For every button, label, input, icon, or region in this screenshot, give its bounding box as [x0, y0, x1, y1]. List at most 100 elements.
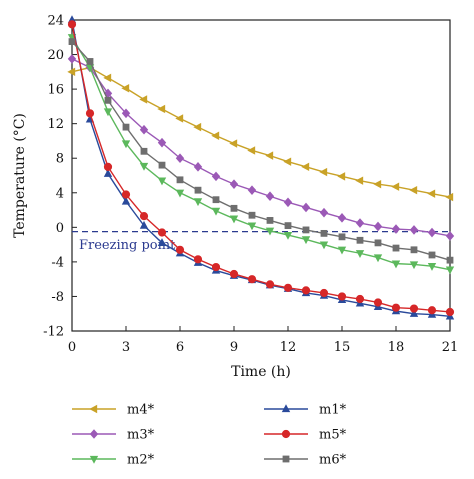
data-point-m4: [409, 185, 418, 195]
data-point-m3: [67, 54, 77, 64]
data-point-m5: [229, 269, 239, 279]
data-point-m4: [265, 151, 274, 160]
data-point-m6: [320, 229, 328, 237]
legend-marker: [281, 429, 291, 439]
data-point-m3: [139, 124, 149, 135]
data-point-m3: [247, 185, 257, 195]
data-point-m2: [445, 266, 455, 275]
series-m2: [67, 34, 455, 275]
data-point-m5: [427, 306, 437, 315]
legend-marker: [89, 429, 99, 439]
data-point-m2: [193, 198, 203, 207]
y-tick-label: 0: [56, 221, 64, 236]
data-point-m6: [266, 217, 274, 224]
data-point-m2: [103, 108, 113, 117]
series-line-m4: [71, 66, 451, 198]
data-point-m4: [139, 95, 148, 104]
data-point-m6: [140, 147, 148, 155]
x-tick-label: 9: [230, 340, 238, 355]
data-point-m5: [67, 20, 77, 29]
legend-item-m4: m4*: [72, 403, 155, 418]
data-point-m6: [230, 204, 238, 212]
data-point-m2: [373, 254, 383, 263]
data-point-m2: [211, 207, 221, 216]
data-point-m5: [319, 288, 329, 298]
legend-label: m2*: [127, 453, 155, 468]
data-point-m5: [139, 212, 149, 221]
y-tick-label: 4: [56, 186, 64, 201]
y-tick-label: -8: [51, 290, 64, 305]
data-point-m4: [121, 84, 130, 93]
data-point-m2: [157, 177, 167, 186]
data-point-m3: [373, 221, 383, 232]
data-point-m4: [427, 189, 436, 198]
data-point-m6: [158, 161, 166, 169]
data-point-m4: [175, 114, 184, 123]
data-point-m5: [337, 292, 347, 301]
legend-label: m3*: [127, 428, 155, 443]
data-point-m2: [247, 222, 257, 231]
legend-label: m5*: [319, 428, 347, 443]
data-point-m6: [104, 96, 112, 104]
data-point-m3: [319, 207, 329, 218]
data-point-m6: [338, 233, 346, 241]
x-tick-label: 0: [68, 340, 76, 355]
series-line-m6: [71, 41, 451, 261]
data-point-m3: [445, 231, 455, 241]
freezing-point-label: Freezing point: [79, 238, 176, 253]
data-point-m5: [301, 286, 311, 295]
y-tick-label: 12: [47, 117, 64, 132]
data-point-m5: [85, 109, 95, 118]
data-point-m6: [410, 246, 418, 254]
data-point-m3: [175, 153, 185, 164]
data-point-m3: [391, 224, 401, 234]
data-point-m3: [265, 191, 275, 202]
data-point-m4: [193, 122, 202, 132]
data-point-m2: [391, 260, 401, 269]
data-point-m2: [175, 189, 185, 198]
data-point-m2: [427, 263, 437, 271]
data-point-m3: [229, 179, 239, 189]
data-point-m2: [283, 231, 293, 240]
data-point-m4: [445, 192, 454, 202]
y-tick-label: 24: [47, 14, 64, 29]
data-point-m6: [248, 211, 256, 219]
series-line-m3: [71, 58, 451, 237]
data-point-m4: [247, 146, 256, 155]
data-point-m3: [121, 108, 131, 119]
data-point-m5: [445, 307, 455, 317]
data-point-m1: [121, 196, 131, 205]
data-point-m6: [374, 239, 382, 247]
data-point-m2: [319, 241, 329, 250]
data-point-m5: [103, 162, 113, 171]
data-point-m6: [302, 226, 310, 234]
data-point-m4: [337, 172, 346, 181]
data-point-m2: [139, 162, 149, 171]
data-point-m5: [355, 294, 365, 304]
data-point-m5: [211, 262, 221, 272]
data-point-m5: [283, 283, 293, 292]
data-point-m2: [355, 250, 365, 258]
data-point-m1: [103, 169, 113, 177]
data-point-m6: [86, 58, 94, 65]
data-point-m5: [247, 275, 257, 284]
legend-marker: [89, 404, 98, 414]
legend-marker: [281, 404, 291, 413]
data-point-m6: [356, 236, 364, 244]
data-point-m4: [157, 104, 166, 114]
data-point-m3: [409, 225, 419, 235]
data-point-m2: [121, 140, 131, 149]
data-point-m6: [212, 196, 220, 204]
x-tick-label: 18: [388, 340, 405, 355]
data-point-m3: [283, 197, 293, 208]
y-tick-label: -12: [43, 325, 64, 340]
data-point-m3: [337, 213, 347, 223]
data-point-m4: [355, 176, 364, 185]
x-tick-label: 12: [280, 340, 297, 355]
data-point-m5: [121, 190, 131, 199]
series-line-m2: [71, 36, 451, 271]
data-point-m1: [157, 238, 167, 247]
data-point-m2: [301, 236, 311, 245]
data-point-m2: [265, 227, 275, 236]
data-point-m1: [409, 309, 419, 317]
